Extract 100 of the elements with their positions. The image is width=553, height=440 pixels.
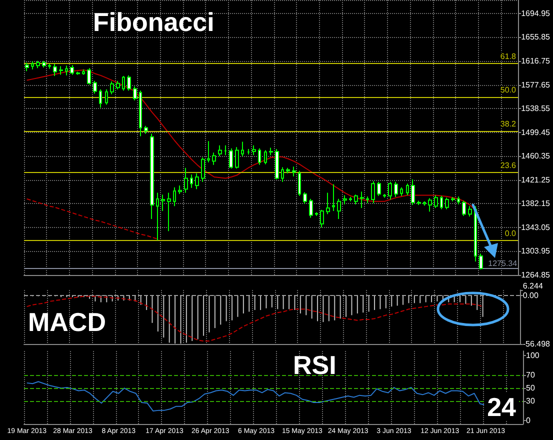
y-tick-label: 1303.95 <box>521 246 551 256</box>
candlestick <box>99 88 102 108</box>
candlestick <box>42 60 46 68</box>
y-tick-label: 1577.65 <box>521 80 551 90</box>
candlestick <box>434 194 438 209</box>
candlestick <box>292 166 296 177</box>
candlestick <box>201 157 205 182</box>
candlestick <box>144 125 148 134</box>
y-tick-label: 30 <box>526 396 536 406</box>
candlestick <box>406 183 409 196</box>
candlestick <box>178 185 182 195</box>
candlestick <box>264 150 267 165</box>
candlestick <box>343 194 347 205</box>
candlestick <box>354 194 358 205</box>
y-tick-label: 50 <box>526 384 536 393</box>
candlestick <box>377 181 381 196</box>
candlestick <box>190 174 193 188</box>
annotation: 23.6 <box>500 161 517 170</box>
candlestick <box>110 81 114 95</box>
candlestick <box>303 192 307 204</box>
candlestick <box>139 90 142 137</box>
candlestick <box>218 144 222 157</box>
candlestick <box>82 68 85 76</box>
candlestick <box>258 148 261 166</box>
candlestick <box>173 186 176 207</box>
candlestick <box>184 167 188 194</box>
y-tick-label: 1499.45 <box>521 128 551 137</box>
candlestick <box>394 181 398 198</box>
candlestick <box>235 146 239 169</box>
candlestick <box>371 180 375 204</box>
candlestick <box>400 186 403 196</box>
y-tick-label: 1460.35 <box>521 152 551 161</box>
candlestick <box>167 192 171 232</box>
y-tick-label: 1655.85 <box>521 32 551 42</box>
candlestick <box>53 63 57 77</box>
candlestick <box>417 200 421 206</box>
y-tick-label: -56.498 <box>522 340 551 348</box>
line-series <box>26 198 158 240</box>
candlestick <box>332 184 335 212</box>
candlestick <box>229 148 233 169</box>
candlestick <box>25 62 29 72</box>
candlestick <box>224 144 227 156</box>
candlestick <box>428 198 432 212</box>
candlestick <box>36 60 40 69</box>
candlestick <box>247 148 250 155</box>
annotation: 61.8 <box>500 52 517 61</box>
candlestick <box>440 195 443 210</box>
candlestick <box>87 68 91 86</box>
chart-title: Fibonacci <box>93 7 214 37</box>
candlestick <box>195 172 199 190</box>
candlestick <box>241 141 244 157</box>
candlestick <box>281 166 284 182</box>
text: MACD <box>28 307 106 337</box>
y-tick-label: 0 <box>526 416 531 426</box>
candlestick <box>479 253 483 270</box>
y-tick-label: 1382.15 <box>521 199 551 208</box>
candlestick <box>388 181 392 200</box>
candlestick <box>468 206 472 218</box>
y-tick-label: 1421.25 <box>521 175 551 184</box>
candlestick <box>360 191 364 209</box>
candlestick <box>383 194 386 198</box>
candlestick <box>161 194 165 212</box>
candlestick <box>423 200 426 206</box>
y-tick-label: 70 <box>526 370 536 380</box>
candlestick <box>59 66 63 76</box>
y-tick-label: 1694.95 <box>521 8 551 18</box>
candlestick <box>48 63 51 70</box>
candlestick <box>298 170 301 196</box>
line-series <box>26 69 476 210</box>
candlestick <box>315 212 318 216</box>
candlestick <box>207 140 210 163</box>
candlestick <box>275 148 279 180</box>
candlestick <box>269 147 273 156</box>
candlestick <box>462 200 466 216</box>
annotation: 50.0 <box>500 85 517 94</box>
candlestick <box>411 178 415 206</box>
candlestick <box>320 209 324 228</box>
candlestick <box>366 196 369 204</box>
annotation: 0.0 <box>504 228 517 238</box>
y-tick-label: 0.00 <box>522 290 539 300</box>
candlestick <box>451 196 455 202</box>
candlestick <box>349 196 352 202</box>
candlestick <box>93 80 97 94</box>
candlestick <box>474 206 477 262</box>
candlestick <box>105 88 108 106</box>
y-tick-label: 1538.55 <box>521 104 551 114</box>
candlestick <box>156 192 159 241</box>
candlestick <box>326 192 330 215</box>
candlestick <box>133 86 137 101</box>
candlestick <box>309 198 313 218</box>
candlestick <box>150 133 154 220</box>
annotation: 24 <box>487 392 517 422</box>
candlestick <box>212 152 216 166</box>
y-tick-label: 1264.85 <box>521 270 551 280</box>
candlestick <box>31 60 34 70</box>
candlestick <box>127 74 131 92</box>
candlestick <box>445 197 449 210</box>
candlestick <box>65 65 68 76</box>
y-tick-label: 1343.05 <box>521 222 551 232</box>
ref-line-label: 1275.34 <box>488 259 518 268</box>
